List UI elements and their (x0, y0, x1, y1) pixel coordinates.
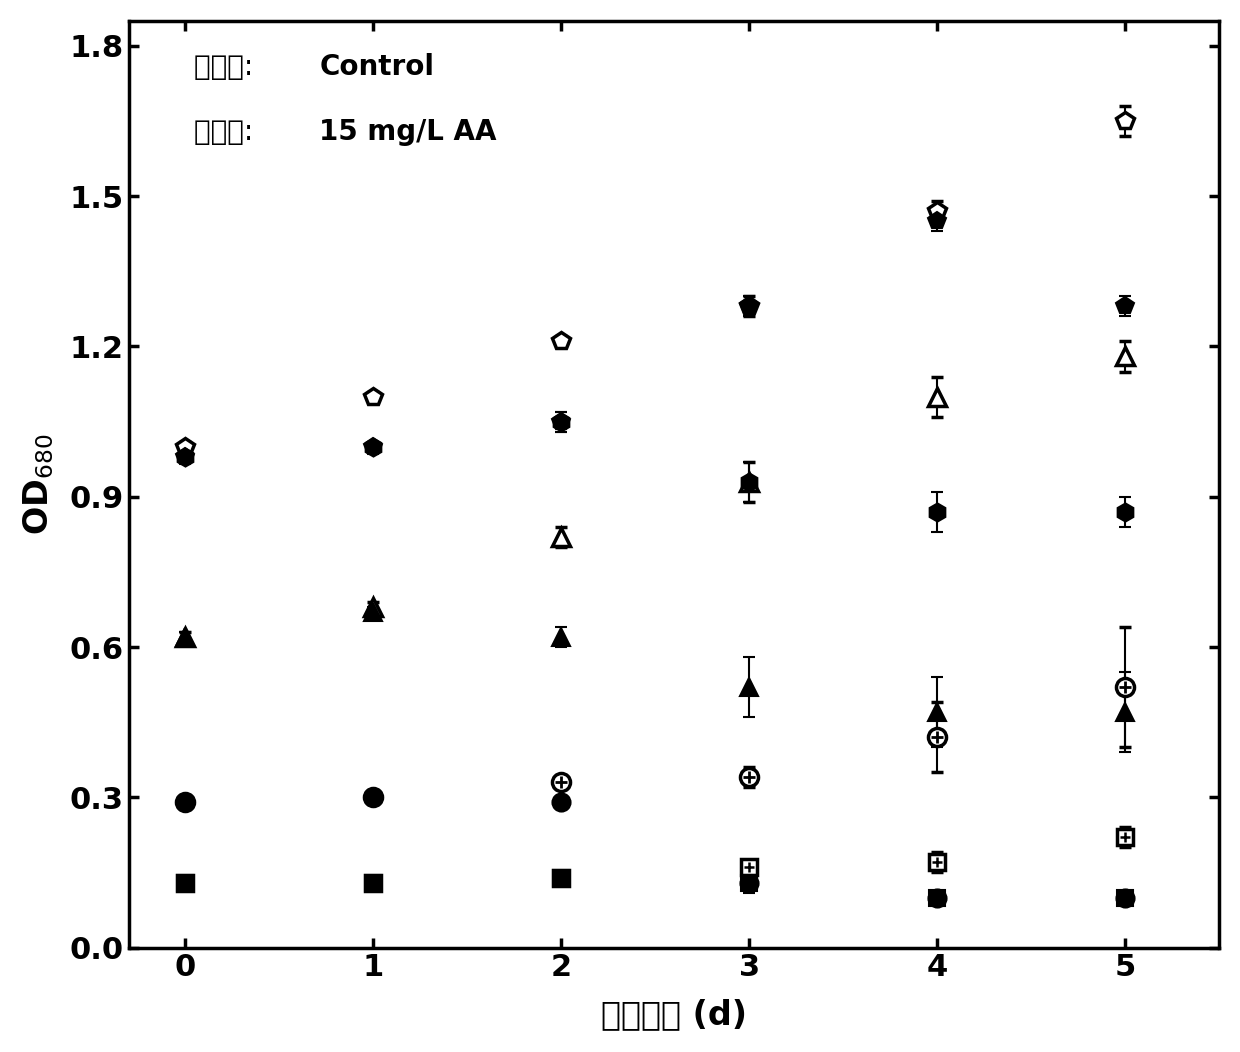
Text: 实心点:: 实心点: (193, 118, 262, 146)
Y-axis label: OD$_{680}$: OD$_{680}$ (21, 433, 56, 534)
Text: 空心点:: 空心点: (193, 54, 262, 81)
Text: 15 mg/L AA: 15 mg/L AA (320, 118, 497, 146)
X-axis label: 反应时间 (d): 反应时间 (d) (601, 998, 746, 1031)
Text: Control: Control (320, 54, 434, 81)
